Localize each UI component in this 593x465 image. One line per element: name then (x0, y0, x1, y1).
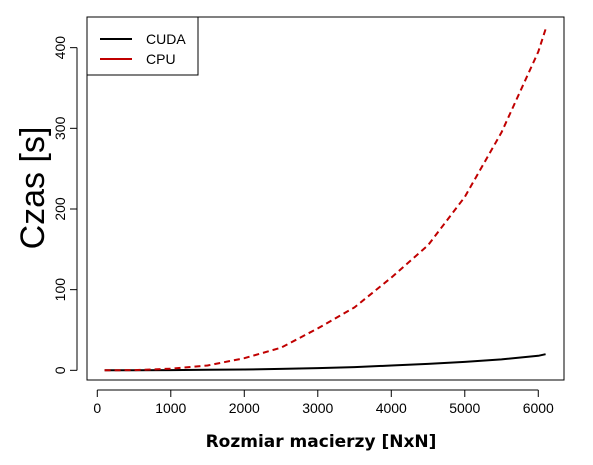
x-tick-label: 2000 (229, 400, 260, 416)
y-axis: 0 100 200 300 400 (52, 36, 78, 374)
x-tick-label: 3000 (302, 400, 333, 416)
x-axis-title: Rozmiar macierzy [NxN] (206, 432, 437, 452)
y-tick-label: 0 (52, 366, 68, 374)
x-tick-label: 0 (93, 400, 101, 416)
series-line-cpu (104, 28, 547, 372)
x-tick-label: 4000 (376, 400, 407, 416)
x-tick-label: 1000 (155, 400, 186, 416)
y-tick-label: 200 (52, 197, 68, 221)
legend-label-cpu: CPU (146, 51, 176, 67)
plot-frame (86, 16, 565, 381)
x-tick-label: 5000 (449, 400, 480, 416)
x-axis: 0 1000 2000 3000 4000 5000 6000 (93, 389, 554, 416)
series-line-cuda (104, 353, 546, 372)
y-tick-label: 300 (52, 116, 68, 140)
x-tick-label: 6000 (523, 400, 554, 416)
y-axis-title: Czas [s] (14, 127, 52, 250)
y-tick-label: 100 (52, 278, 68, 302)
legend: CUDA CPU (86, 16, 199, 76)
y-tick-label: 400 (52, 36, 68, 60)
legend-box (86, 16, 199, 76)
legend-label-cuda: CUDA (146, 31, 186, 47)
series-layer (104, 28, 547, 372)
